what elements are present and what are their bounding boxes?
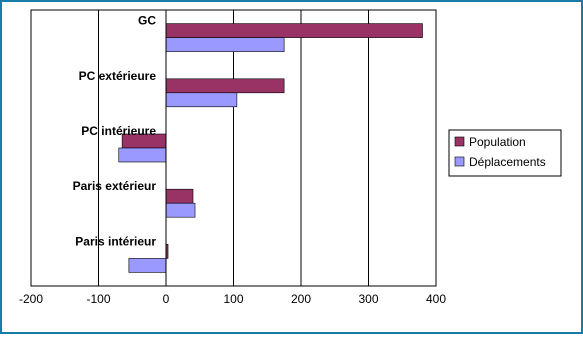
bar-deplacements-3: [165, 202, 196, 218]
x-tick-label-1: -100: [86, 292, 110, 306]
bar-deplacements-1: [165, 92, 238, 108]
bar-population-3: [165, 188, 194, 204]
category-label-2: PC intérieure: [81, 124, 156, 138]
x-tick-label-4: 200: [291, 292, 311, 306]
x-tick-label-6: 400: [426, 292, 446, 306]
legend-box: [448, 129, 562, 177]
legend-label-1: Déplacements: [469, 155, 546, 169]
x-tick-label-3: 100: [223, 292, 243, 306]
legend-swatch-0: [454, 136, 465, 147]
bar-deplacements-0: [165, 37, 285, 52]
bar-deplacements-4: [128, 258, 167, 273]
bar-population-1: [165, 78, 285, 94]
legend: Population Déplacements: [448, 129, 562, 177]
bars: [118, 23, 423, 273]
bar-population-0: [165, 23, 423, 38]
category-label-4: Paris intérieur: [75, 234, 156, 248]
category-label-1: PC extérieure: [79, 69, 157, 83]
x-tick-label-5: 300: [358, 292, 378, 306]
category-label-3: Paris extérieur: [73, 179, 157, 193]
x-tick-label-0: -200: [19, 292, 43, 306]
bar-deplacements-2: [118, 147, 167, 163]
category-label-0: GC: [138, 14, 156, 28]
x-axis-tick-labels: -200 -100 0 100 200 300 400: [19, 292, 446, 306]
x-tick-label-2: 0: [163, 292, 170, 306]
legend-swatch-1: [454, 156, 465, 167]
plot-area-border: [30, 9, 437, 287]
legend-label-0: Population: [469, 135, 526, 149]
category-labels: GC PC extérieure PC intérieure Paris extéri…: [73, 14, 157, 249]
